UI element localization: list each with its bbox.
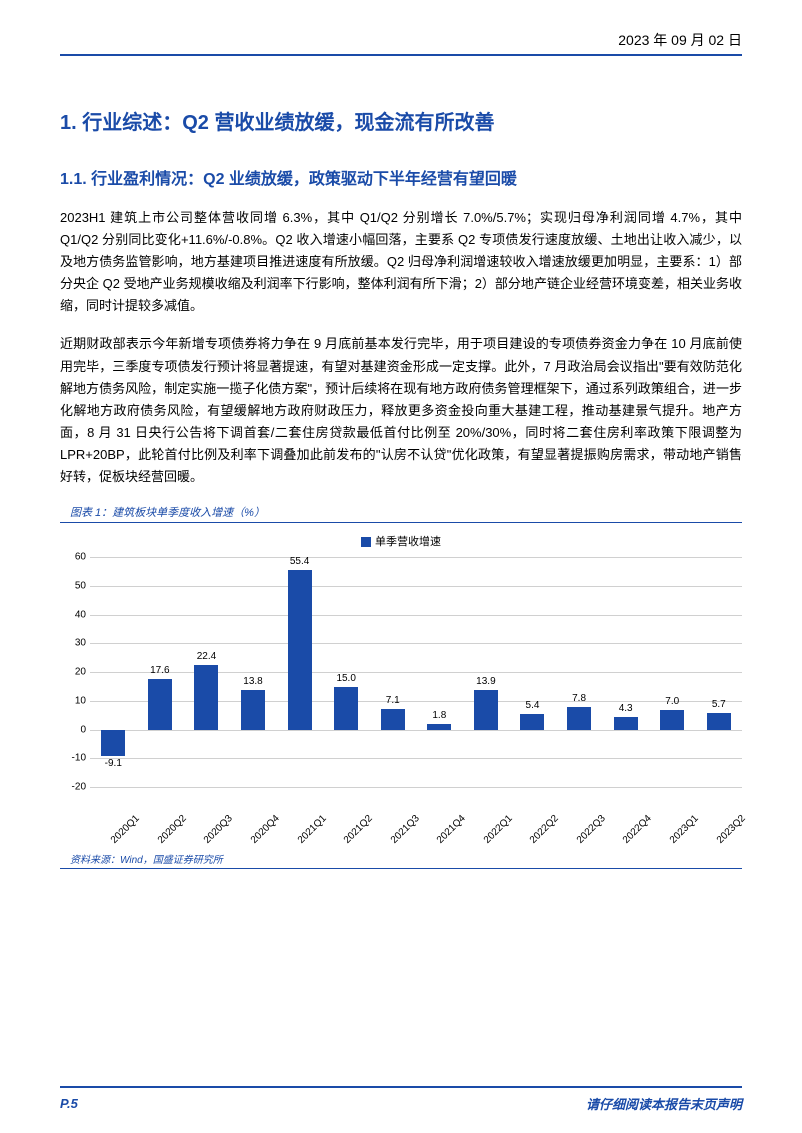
- y-tick-label: 50: [75, 580, 86, 591]
- chart-title-divider: [60, 522, 742, 523]
- x-axis-labels: 2020Q12020Q22020Q32020Q42021Q12021Q22021…: [90, 824, 742, 835]
- revenue-growth-chart: 单季营收增速 -20 -10 0 10 20 30 40 50 60 -9.1 17.6 22.4 1…: [60, 533, 742, 813]
- x-tick-label: 2022Q4: [621, 824, 643, 846]
- bar-group: 13.8: [230, 557, 277, 787]
- chart-legend: 单季营收增速: [60, 533, 742, 549]
- bar: [707, 713, 731, 729]
- bar-group: 55.4: [276, 557, 323, 787]
- x-tick-label: 2020Q1: [109, 824, 131, 846]
- y-tick-label: 10: [75, 695, 86, 706]
- page-footer: P.5 请仔细阅读本报告末页声明: [60, 1086, 742, 1113]
- x-tick-label: 2022Q3: [575, 824, 597, 846]
- paragraph-1: 2023H1 建筑上市公司整体营收同增 6.3%，其中 Q1/Q2 分别增长 7…: [60, 207, 742, 317]
- header-date: 2023 年 09 月 02 日: [60, 30, 742, 50]
- bar-value-label: 13.8: [243, 676, 262, 687]
- bar-group: 13.9: [463, 557, 510, 787]
- bar-group: 5.4: [509, 557, 556, 787]
- bar: [334, 687, 358, 730]
- bar: [381, 709, 405, 729]
- bar-value-label: 13.9: [476, 676, 495, 687]
- bar: [427, 724, 451, 729]
- bar-value-label: 17.6: [150, 665, 169, 676]
- bar: [614, 717, 638, 729]
- subsection-title: 1.1. 行业盈利情况：Q2 业绩放缓，政策驱动下半年经营有望回暖: [60, 165, 742, 189]
- bars-container: -9.1 17.6 22.4 13.8 55.4 15.0 7.1 1.8 13.9 5.4 7.8…: [90, 557, 742, 787]
- bar: [194, 665, 218, 729]
- y-tick-label: 40: [75, 609, 86, 620]
- y-tick-label: 20: [75, 667, 86, 678]
- bar-value-label: 15.0: [336, 673, 355, 684]
- chart-title: 图表 1：建筑板块单季度收入增速（%）: [60, 504, 742, 520]
- x-tick-label: 2020Q3: [202, 824, 224, 846]
- x-tick-label: 2022Q2: [528, 824, 550, 846]
- bar-value-label: 7.8: [572, 693, 586, 704]
- x-tick-label: 2021Q2: [342, 824, 364, 846]
- bar: [241, 690, 265, 730]
- bar-group: -9.1: [90, 557, 137, 787]
- bar-value-label: 4.3: [619, 703, 633, 714]
- bar-value-label: 5.4: [526, 700, 540, 711]
- bar-value-label: 1.8: [432, 710, 446, 721]
- bar: [474, 690, 498, 730]
- bar-group: 5.7: [696, 557, 743, 787]
- bar-group: 22.4: [183, 557, 230, 787]
- x-tick-label: 2020Q4: [249, 824, 271, 846]
- bar: [101, 730, 125, 756]
- x-tick-label: 2023Q2: [714, 824, 736, 846]
- y-tick-label: 30: [75, 638, 86, 649]
- paragraph-2: 近期财政部表示今年新增专项债券将力争在 9 月底前基本发行完毕，用于项目建设的专…: [60, 333, 742, 488]
- section-title: 1. 行业综述：Q2 营收业绩放缓，现金流有所改善: [60, 106, 742, 135]
- bar-value-label: 7.0: [665, 696, 679, 707]
- footer-disclaimer: 请仔细阅读本报告末页声明: [586, 1094, 742, 1113]
- bar-group: 17.6: [137, 557, 184, 787]
- y-tick-label: 60: [75, 552, 86, 563]
- x-tick-label: 2020Q2: [156, 824, 178, 846]
- bar-group: 7.0: [649, 557, 696, 787]
- x-tick-label: 2021Q4: [435, 824, 457, 846]
- chart-source: 资料来源：Wind，国盛证券研究所: [60, 851, 742, 866]
- y-tick-label: -20: [72, 782, 86, 793]
- gridline: [90, 787, 742, 788]
- bar: [288, 570, 312, 729]
- bar-group: 7.1: [369, 557, 416, 787]
- chart-source-divider: [60, 868, 742, 869]
- bar-value-label: 22.4: [197, 651, 216, 662]
- bar-group: 7.8: [556, 557, 603, 787]
- x-tick-label: 2021Q1: [295, 824, 317, 846]
- bar: [520, 714, 544, 730]
- bar-value-label: 7.1: [386, 695, 400, 706]
- page-number: P.5: [60, 1096, 78, 1111]
- y-tick-label: 0: [80, 724, 86, 735]
- bar: [148, 679, 172, 730]
- x-tick-label: 2021Q3: [389, 824, 411, 846]
- legend-label: 单季营收增速: [375, 536, 441, 548]
- bar-group: 15.0: [323, 557, 370, 787]
- bar-group: 4.3: [602, 557, 649, 787]
- legend-color-box: [361, 537, 371, 547]
- header-divider: [60, 54, 742, 56]
- bar: [660, 710, 684, 730]
- bar-value-label: 55.4: [290, 556, 309, 567]
- bar-group: 1.8: [416, 557, 463, 787]
- y-tick-label: -10: [72, 753, 86, 764]
- x-tick-label: 2023Q1: [668, 824, 690, 846]
- bar: [567, 707, 591, 729]
- bar-value-label: 5.7: [712, 699, 726, 710]
- bar-value-label: -9.1: [105, 758, 122, 769]
- x-tick-label: 2022Q1: [482, 824, 504, 846]
- chart-plot-area: -20-100102030405060 -9.117.622.413.855.4…: [90, 557, 742, 787]
- y-axis: -20-100102030405060: [60, 557, 90, 787]
